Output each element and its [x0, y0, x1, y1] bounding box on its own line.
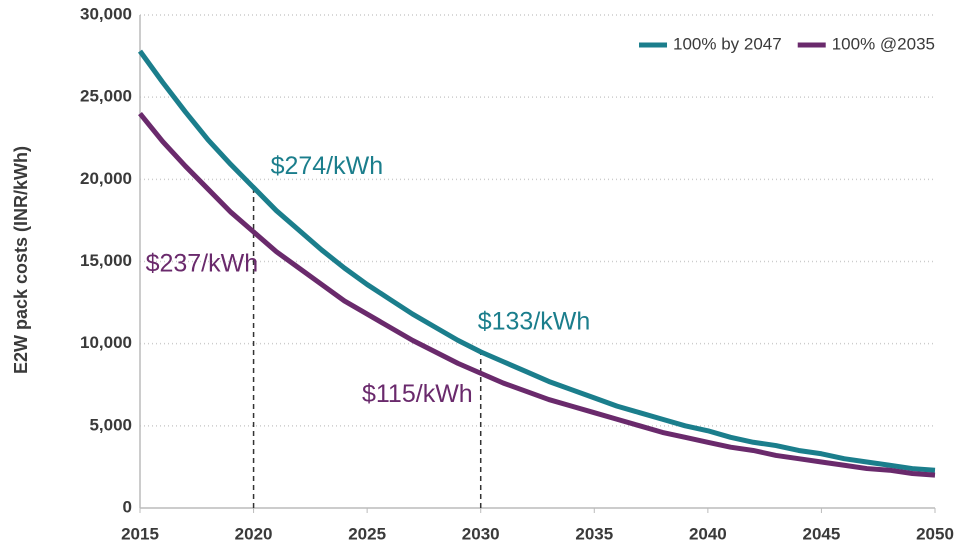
y-tick-label: 5,000 [89, 415, 132, 434]
y-tick-label: 10,000 [80, 333, 132, 352]
line-series [137, 49, 936, 473]
y-tick-label: 20,000 [80, 169, 132, 188]
legend-label: 100% @2035 [832, 34, 935, 53]
y-tick-label: 25,000 [80, 87, 132, 106]
annotation: $133/kWh [478, 307, 591, 335]
annotation: $237/kWh [146, 250, 259, 278]
annotation: $274/kWh [271, 152, 384, 180]
annotation: $115/kWh [362, 380, 473, 408]
x-tick-label: 2025 [348, 524, 386, 543]
y-tick-label: 15,000 [80, 251, 132, 270]
y-tick-label: 0 [123, 497, 132, 516]
y-tick-label: 30,000 [80, 4, 132, 23]
x-tick-label: 2035 [575, 524, 613, 543]
legend-label: 100% by 2047 [673, 34, 782, 53]
line-series [138, 112, 936, 478]
x-tick-label: 2030 [462, 524, 500, 543]
x-tick-label: 2050 [916, 524, 954, 543]
x-tick-label: 2040 [689, 524, 727, 543]
y-axis-label: E2W pack costs (INR/kWh) [11, 146, 31, 374]
x-tick-label: 2045 [803, 524, 841, 543]
x-tick-label: 2015 [121, 524, 159, 543]
x-tick-label: 2020 [235, 524, 273, 543]
